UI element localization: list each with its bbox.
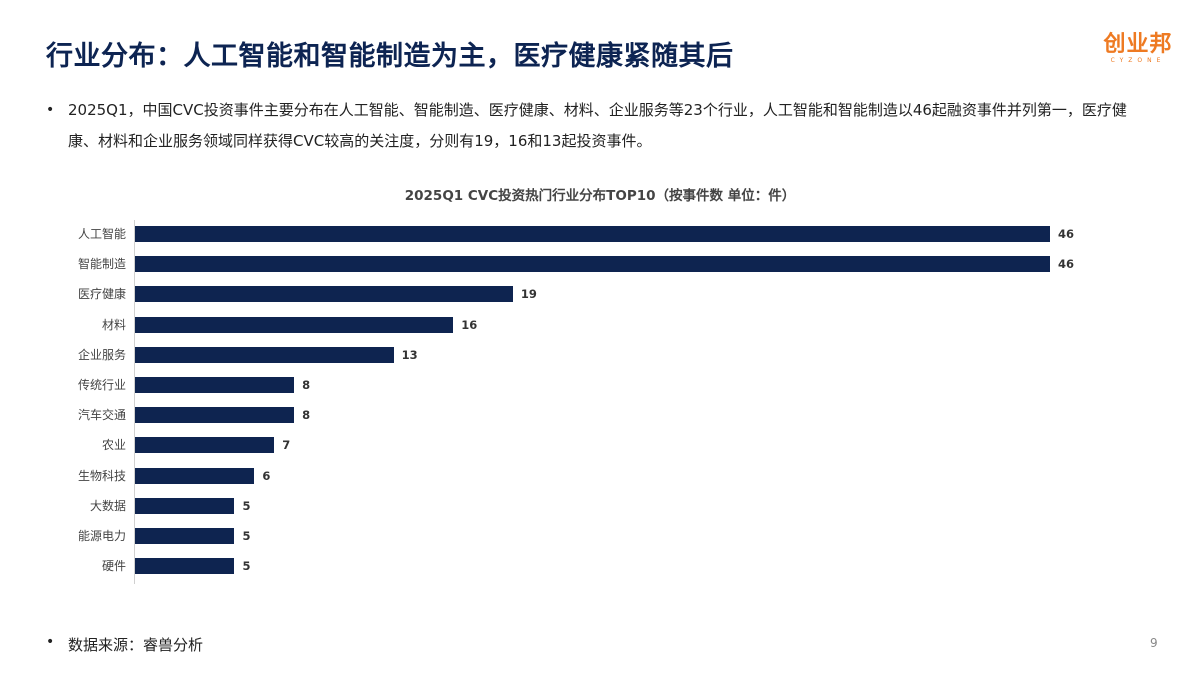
bar-row: 能源电力 5 xyxy=(0,528,1200,544)
category-label: 企业服务 xyxy=(77,347,126,362)
value-label: 5 xyxy=(242,529,251,543)
bar xyxy=(135,346,394,363)
value-label: 8 xyxy=(302,408,311,423)
bar xyxy=(135,377,295,393)
bar xyxy=(135,437,275,454)
value-label: 7 xyxy=(282,438,291,453)
bullet-icon: • xyxy=(46,634,55,650)
value-label: 5 xyxy=(242,498,251,513)
bar-row: 传统行业 8 xyxy=(0,377,1200,393)
data-source: • 数据来源：睿兽分析 xyxy=(46,634,203,655)
page-title: 行业分布：人工智能和智能制造为主，医疗健康紧随其后 xyxy=(46,41,734,72)
value-label: 5 xyxy=(242,559,251,574)
y-axis-line xyxy=(134,220,135,584)
value-label: 13 xyxy=(401,347,418,362)
bar-row: 企业服务 13 xyxy=(0,346,1200,363)
category-label: 医疗健康 xyxy=(77,287,126,302)
bar-row: 大数据 5 xyxy=(0,497,1200,514)
summary-text: 2025Q1，中国CVC投资事件主要分布在人工智能、智能制造、医疗健康、材料、企… xyxy=(68,101,1127,150)
chart-title: 2025Q1 CVC投资热门行业分布TOP10（按事件数 单位：件） xyxy=(404,188,796,204)
summary-paragraph: • 2025Q1，中国CVC投资事件主要分布在人工智能、智能制造、医疗健康、材料… xyxy=(46,95,1156,157)
category-label: 能源电力 xyxy=(77,529,126,543)
bar xyxy=(135,316,454,333)
category-label: 生物科技 xyxy=(77,468,126,483)
value-label: 46 xyxy=(1058,227,1075,241)
value-label: 19 xyxy=(520,287,537,302)
category-label: 农业 xyxy=(101,438,126,453)
value-label: 8 xyxy=(302,378,311,392)
bar xyxy=(135,497,235,514)
value-label: 16 xyxy=(461,317,478,332)
bar xyxy=(135,256,1050,273)
bar-row: 人工智能 46 xyxy=(0,226,1200,242)
bar xyxy=(135,407,295,424)
category-label: 传统行业 xyxy=(77,378,126,392)
bar xyxy=(135,467,255,484)
bar-row: 材料 16 xyxy=(0,316,1200,333)
bar-chart: 人工智能 46 智能制造 46 医疗健康 19 材料 16 企业服务 13 传统行业 8 汽车交通 8 农业… xyxy=(0,218,1200,588)
page-number: 9 xyxy=(1150,636,1158,650)
value-label: 46 xyxy=(1058,257,1075,272)
bar xyxy=(135,528,235,544)
bar-row: 医疗健康 19 xyxy=(0,286,1200,303)
bar-row: 硬件 5 xyxy=(0,558,1200,575)
brand-logo: 创业邦 CYZONE xyxy=(1098,32,1178,65)
category-label: 大数据 xyxy=(89,498,126,513)
value-label: 6 xyxy=(262,468,271,483)
bar xyxy=(135,286,513,303)
category-label: 硬件 xyxy=(101,559,126,574)
source-text: 数据来源：睿兽分析 xyxy=(68,636,204,654)
bullet-icon: • xyxy=(46,102,55,118)
category-label: 汽车交通 xyxy=(77,408,126,423)
bar-row: 汽车交通 8 xyxy=(0,407,1200,424)
bar-row: 智能制造 46 xyxy=(0,256,1200,273)
logo-text: 创业邦 xyxy=(1103,32,1173,57)
category-label: 智能制造 xyxy=(77,257,126,272)
logo-subtext: CYZONE xyxy=(1110,57,1166,64)
bar-row: 农业 7 xyxy=(0,437,1200,454)
bar xyxy=(135,558,235,575)
category-label: 人工智能 xyxy=(77,227,126,241)
bar-row: 生物科技 6 xyxy=(0,467,1200,484)
bar xyxy=(135,226,1050,242)
category-label: 材料 xyxy=(101,317,126,332)
